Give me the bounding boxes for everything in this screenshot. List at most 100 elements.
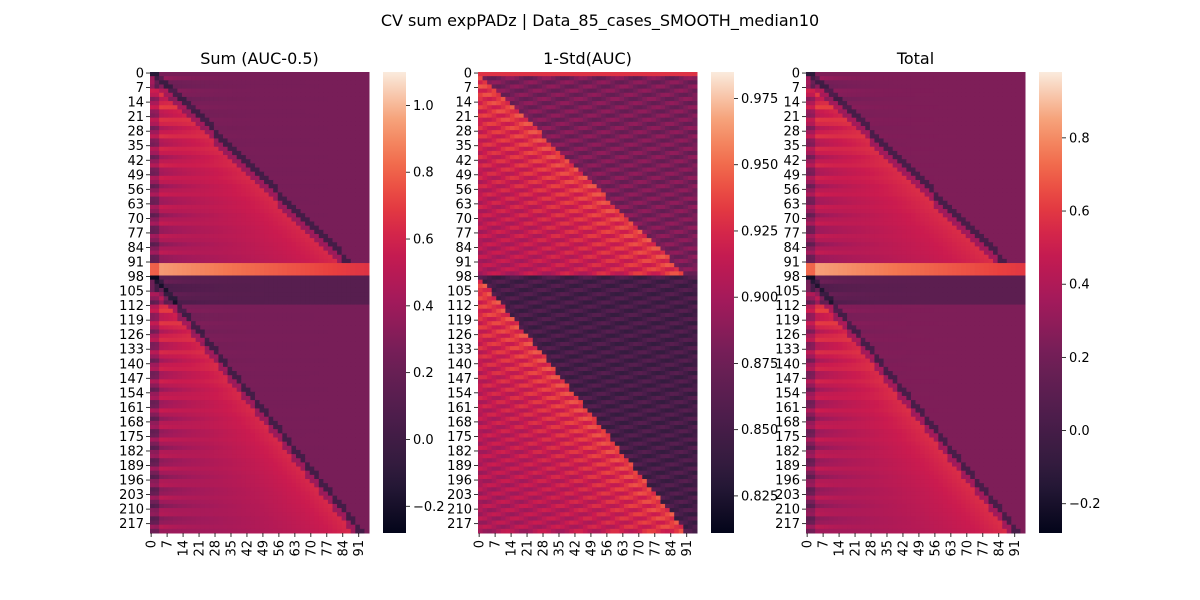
heatmap-cell [172,175,178,181]
heatmap-cell [291,333,297,339]
heatmap-cell [181,329,187,335]
heatmap-cell [350,84,356,90]
heatmap-cell [355,209,361,214]
heatmap-cell [177,300,183,306]
heatmap-cell [291,238,297,243]
heatmap-cell [236,387,242,393]
heatmap-cell [323,101,329,106]
heatmap-cell [296,92,302,98]
heatmap-cell [154,437,160,443]
heatmap-cell [296,238,302,243]
heatmap-cell [327,420,333,426]
heatmap-cell [250,167,256,173]
heatmap-cell [227,337,233,343]
heatmap-cell [254,433,260,438]
heatmap-cell [323,433,329,438]
heatmap-cell [213,329,219,335]
heatmap-cell [204,96,210,102]
heatmap-cell [359,92,365,98]
heatmap-cell [350,254,356,260]
heatmap-cell [236,96,242,102]
heatmap-cell [268,72,274,77]
heatmap-cell [232,109,238,115]
heatmap-cell [268,449,274,455]
heatmap-cell [286,155,292,160]
heatmap-cell [232,233,238,239]
heatmap-cell [223,96,229,102]
heatmap-cell [305,375,311,380]
heatmap-cell [186,271,192,276]
heatmap-cell [172,412,178,418]
heatmap-cell [296,250,302,256]
heatmap-cell [223,150,229,156]
heatmap-cell [232,267,238,272]
heatmap-cell [223,454,229,459]
heatmap-cell [223,408,229,414]
heatmap-cell [163,163,169,169]
heatmap-cell [191,416,197,422]
heatmap-cell [150,470,156,476]
heatmap-cell [209,238,215,243]
heatmap-cell [355,167,361,173]
heatmap-cell [200,371,206,376]
heatmap-cell [282,184,288,189]
heatmap-cell [291,242,297,247]
heatmap-cell [204,109,210,115]
heatmap-cell [318,242,324,247]
heatmap-cell [168,101,174,106]
heatmap-cell [273,371,279,376]
heatmap-cell [309,80,315,85]
heatmap-cell [337,88,343,94]
heatmap-cell [309,350,315,355]
heatmap-cell [241,109,247,115]
heatmap-cell [204,329,210,335]
heatmap-cell [346,300,352,306]
heatmap-cell [314,258,320,264]
heatmap-cell [259,466,265,472]
heatmap-cell [232,479,238,484]
heatmap-cell [181,179,187,185]
heatmap-cell [254,441,260,447]
heatmap-cell [305,379,311,384]
heatmap-cell [223,358,229,364]
heatmap-cell [181,72,187,77]
heatmap-cell [254,146,260,152]
heatmap-cell [318,109,324,115]
heatmap-cell [254,408,260,414]
heatmap-cell [232,466,238,472]
heatmap-cell [159,258,165,264]
heatmap-cell [154,479,160,484]
heatmap-cell [286,209,292,214]
heatmap-cell [264,483,270,488]
heatmap-cell [309,130,315,135]
heatmap-cell [291,159,297,164]
heatmap-cell [245,263,251,268]
heatmap-cell [200,449,206,455]
heatmap-cell [337,445,343,451]
heatmap-cell [286,101,292,106]
heatmap-cell [309,445,315,451]
heatmap-cell [227,217,233,223]
heatmap-cell [232,416,238,422]
heatmap-cell [172,130,178,135]
heatmap-cell [286,238,292,243]
heatmap-cell [359,499,365,505]
heatmap-cell [150,188,156,193]
heatmap-cell [245,279,251,285]
heatmap-cell [254,404,260,409]
heatmap-cell [350,458,356,463]
heatmap-cell [200,429,206,434]
heatmap-cell [209,105,215,110]
heatmap-cell [355,304,361,310]
heatmap-cell [282,449,288,455]
heatmap-cell [254,321,260,326]
heatmap-cell [277,279,283,285]
heatmap-cell [323,308,329,314]
heatmap-cell [218,329,224,335]
heatmap-cell [327,279,333,285]
heatmap-cell [264,441,270,447]
heatmap-cell [227,395,233,401]
heatmap-cell [337,366,343,372]
heatmap-cell [346,499,352,505]
heatmap-cell [359,429,365,434]
